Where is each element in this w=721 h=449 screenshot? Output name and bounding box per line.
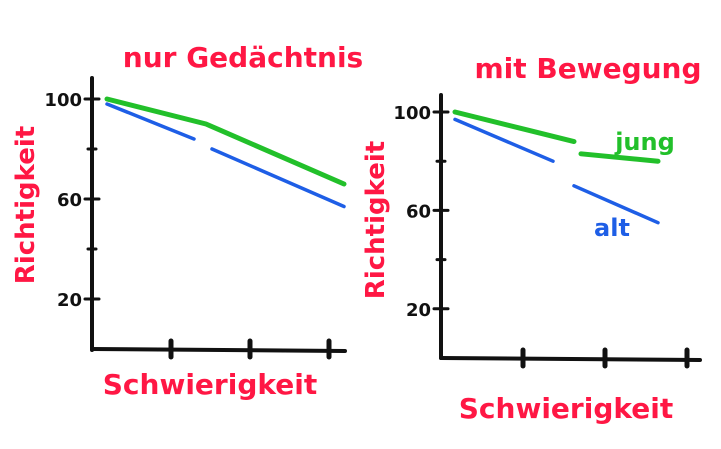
y-tick-label: 60 [406,201,431,222]
y-tick-label: 60 [57,190,82,211]
x-axis-label: Schwierigkeit [103,368,317,401]
y-ticks: 20 60 100 [44,90,101,311]
series-labels: jung alt [594,128,675,242]
x-axis-label: Schwierigkeit [459,392,673,425]
chart-mit-bewegung: mit Bewegung Schwierigkeit Richtigkeit 2… [361,52,702,425]
series-line-green [104,96,347,187]
series-line-blue [210,147,346,209]
chart-title: mit Bewegung [474,52,701,85]
series-line-blue [105,102,196,141]
y-tick-label: 100 [44,90,82,111]
x-ticks [520,347,690,369]
series-lines [104,96,347,209]
x-axis [439,356,702,362]
y-tick-label: 100 [393,103,431,124]
y-tick-label: 20 [406,300,431,321]
y-ticks: 20 60 100 [393,103,450,321]
series-line-blue [453,117,555,163]
series-line-blue [572,184,660,225]
series-line-green [578,151,661,164]
series-line-green [452,109,577,145]
chart-title: nur Gedächtnis [123,41,363,74]
chart-nur-gedaechtnis: nur Gedächtnis Schwierigkeit Richtigkeit… [11,41,363,401]
series-lines [452,109,661,225]
x-axis [90,347,347,353]
y-axis-label: Richtigkeit [361,141,391,299]
x-ticks [168,338,332,360]
series-label-alt: alt [594,214,630,242]
y-tick-label: 20 [57,290,82,311]
series-label-jung: jung [614,128,675,156]
y-axis-label: Richtigkeit [11,126,41,284]
